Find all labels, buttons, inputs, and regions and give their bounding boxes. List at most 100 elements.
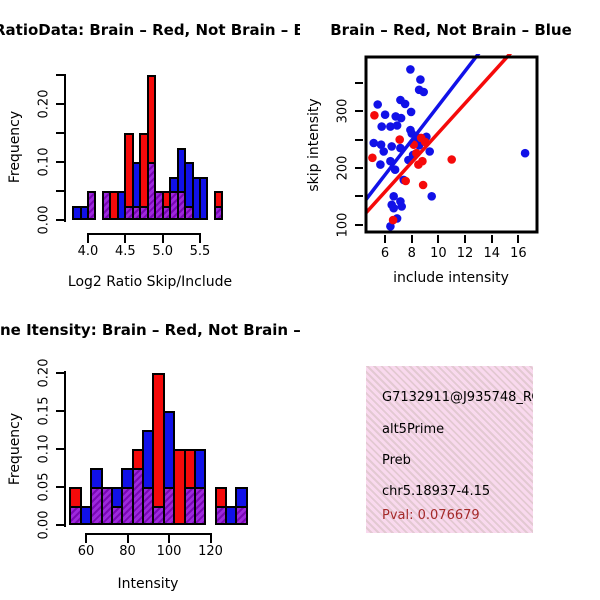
y-tick-label: 300 [335,98,351,124]
hist-intensity-title-clip: ne Itensity: Brain – Red, Not Brain – B [0,318,300,344]
x-axis-tick [126,535,129,543]
x-tick-label: 16 [510,246,527,261]
x-tick-label: 4.5 [114,244,136,259]
scatter-point-red [401,176,411,186]
hist-bar-purple [213,205,224,220]
x-tick-label: 5.5 [189,244,211,259]
x-tick-label: 12 [456,246,474,261]
y-axis-tick [56,190,64,192]
y-axis-tick [355,195,363,198]
scatter-point-blue [389,203,399,213]
y-axis-tick [56,74,64,76]
fit-line-blue [364,54,481,201]
y-axis-tick [56,161,64,163]
hist-bar-red [213,191,224,208]
scatter-point-blue [376,160,385,169]
x-tick-label: 100 [156,544,182,559]
hist-bar-red [146,75,157,164]
scatter-point-blue [373,100,383,109]
scatter-plot-area [364,54,539,234]
x-axis-tick [124,235,127,243]
hist-intensity-x-axis-label: Intensity [117,576,179,592]
scatter-point-blue [376,140,386,149]
y-axis-tick [56,372,64,374]
y-axis-tick [56,103,64,105]
x-axis-tick [437,235,440,243]
scatter-point-blue [425,147,435,156]
y-axis-tick [56,410,64,412]
y-tick-label: 0.05 [36,472,52,502]
info-line-pval: Pval: 0.076679 [382,508,480,523]
scatter-point-red [388,215,398,225]
x-axis-tick [464,235,467,243]
scatter-point-red [447,155,457,164]
gene-info-box: G7132911@J935748_RC alt5Prime Preb chr5.… [366,366,533,533]
scatter-point-blue [400,99,410,109]
y-axis-tick [56,524,64,526]
info-line-gene-id: G7132911@J935748_RC [382,390,533,405]
scatter-point-blue [416,75,425,84]
scatter-point-blue [396,113,406,123]
info-line-chromosome: chr5.18937-4.15 [382,484,491,499]
x-tick-label: 5.0 [152,244,173,259]
scatter-plot-border [364,55,539,234]
y-axis-tick [355,166,363,169]
scatter-point-red [370,111,379,120]
y-tick-label: 0.00 [36,205,52,235]
x-axis-line [87,233,201,235]
x-tick-label: 8 [407,246,416,261]
hist-bar-blue [199,176,209,220]
y-tick-label: 100 [335,212,351,238]
y-axis-tick [56,219,64,221]
y-tick-label: 0.20 [36,89,52,119]
info-line-region: Preb [382,453,411,468]
x-axis-tick [161,235,164,243]
scatter-point-blue [377,122,387,131]
scatter-point-blue [387,142,397,151]
scatter-point-blue [397,202,407,211]
scatter-point-red [395,135,405,144]
scatter-point-blue [406,107,416,117]
hist-bar-blue [235,487,248,508]
x-tick-label: 80 [119,544,136,559]
scatter-point-blue [390,165,400,174]
scatter-point-blue [520,148,530,158]
y-tick-label: 0.15 [36,396,52,426]
x-axis-tick [168,535,170,543]
scatter-point-red [418,180,428,190]
x-tick-label: 6 [380,246,390,261]
x-tick-label: 10 [430,246,447,261]
x-axis-line [85,533,212,535]
y-tick-label: 0.20 [36,358,52,388]
scatter-point-blue [392,121,402,130]
y-axis-tick [355,110,363,113]
scatter-point-red [414,160,423,169]
scatter-point-blue [389,192,399,201]
hist-intensity-title: ne Itensity: Brain – Red, Not Brain – B [0,321,300,339]
scatter-point-blue [380,110,390,119]
y-axis-tick [56,132,64,134]
hist-bar-blue [90,468,103,489]
hist-ratio-title-clip: RatioData: Brain – Red, Not Brain – Blu [0,18,300,44]
y-axis-line [64,74,66,222]
scatter-point-blue [379,147,389,156]
hist-bar-purple [193,487,207,525]
scatter-y-axis-label: skip intensity [306,98,322,192]
x-axis-tick [384,235,387,243]
y-axis-tick [355,223,363,226]
scatter-x-axis-label: include intensity [393,270,509,286]
hist-intensity-y-axis-label: Frequency [7,412,23,486]
x-axis-tick [209,535,212,543]
scatter-title: Brain – Red, Not Brain – Blue [330,21,572,39]
hist-ratio-y-axis-label: Frequency [7,110,23,184]
hist-ratio-title: RatioData: Brain – Red, Not Brain – Blu [0,21,300,39]
y-tick-label: 0.10 [36,434,52,464]
scatter-point-blue [369,138,379,148]
y-axis-line [64,371,66,527]
x-axis-tick [199,235,201,243]
scatter-point-blue [427,192,437,201]
hist-bar-red [69,487,82,508]
x-axis-tick [85,535,87,543]
x-axis-tick [517,235,520,243]
